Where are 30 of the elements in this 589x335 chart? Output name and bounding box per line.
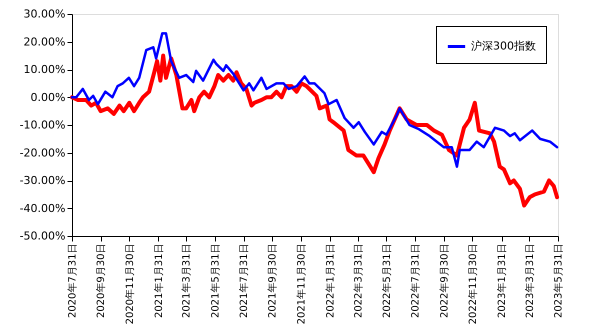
x-tick-label: 2021年11月30日 xyxy=(295,244,308,324)
y-tick-label: 10.00% xyxy=(24,63,66,76)
y-tick-label: -50.00% xyxy=(20,230,66,242)
y-tick-label: -30.00% xyxy=(20,174,66,187)
legend-label: 沪深300指数 xyxy=(471,40,536,52)
y-tick-label: 20.00% xyxy=(24,35,66,48)
x-tick-label: 2020年7月31日 xyxy=(66,244,78,318)
x-tick-label: 2021年3月31日 xyxy=(180,244,193,318)
x-tick-label: 2022年9月30日 xyxy=(438,244,450,318)
x-tick-label: 2022年11月30日 xyxy=(466,244,479,324)
y-tick-label: 30.00% xyxy=(24,8,66,20)
y-tick-label: 0.00% xyxy=(30,90,66,104)
x-tick-label: 2023年5月31日 xyxy=(552,244,564,318)
line-series xyxy=(70,32,558,168)
y-tick-label: -20.00% xyxy=(20,146,66,160)
y-tick-label: -10.00% xyxy=(20,118,66,132)
x-tick-label: 2022年1月31日 xyxy=(324,244,337,318)
y-tick-label: -40.00% xyxy=(20,202,66,215)
x-tick-label: 2021年9月30日 xyxy=(266,244,279,318)
x-tick-label: 2020年9月30日 xyxy=(95,244,108,318)
x-tick-label: 2023年3月31日 xyxy=(524,244,536,318)
x-tick-label: 2023年1月31日 xyxy=(496,244,508,318)
x-tick-label: 2022年3月31日 xyxy=(352,244,364,318)
x-tick-label: 2021年5月31日 xyxy=(209,244,222,318)
x-tick-label: 2021年7月31日 xyxy=(238,244,250,318)
x-tick-label: 2022年5月31日 xyxy=(380,244,393,318)
line-series xyxy=(70,54,560,208)
x-tick-label: 2022年7月31日 xyxy=(410,244,422,318)
x-tick-label: 2020年11月30日 xyxy=(124,244,136,324)
x-tick-label: 2021年1月31日 xyxy=(152,244,165,318)
